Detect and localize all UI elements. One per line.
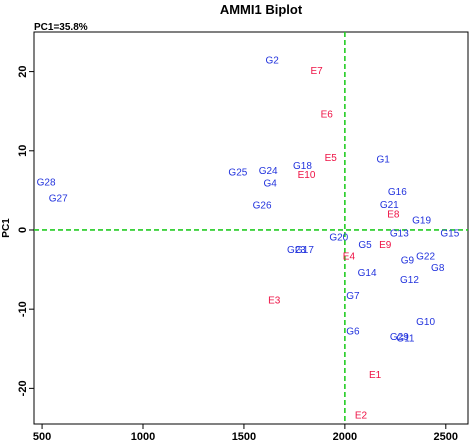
genotype-point: G20 [329, 232, 348, 243]
environment-point: E1 [369, 370, 382, 381]
x-axis: 500 1000 1500 2000 2500 [33, 424, 458, 443]
genotype-point: G27 [49, 194, 68, 205]
environment-point: E6 [321, 110, 334, 121]
genotype-point: G10 [416, 317, 435, 328]
chart-title: AMMI1 Biplot [220, 2, 303, 17]
environment-point: E3 [268, 296, 281, 307]
genotype-point: G18 [293, 161, 312, 172]
genotype-point: G15 [440, 228, 459, 239]
environment-point: E2 [355, 410, 368, 421]
genotype-point: G12 [400, 275, 419, 286]
genotype-point: G1 [377, 155, 391, 166]
environment-point: E7 [310, 66, 323, 77]
genotype-point: G4 [264, 178, 278, 189]
y-tick-label: -20 [17, 380, 29, 396]
chart-subtitle: PC1=35.8% [34, 22, 88, 33]
genotype-point: G22 [416, 251, 435, 262]
x-tick-label: 2000 [333, 431, 357, 443]
genotype-point: G7 [346, 291, 360, 302]
genotype-point: G11 [396, 334, 415, 345]
x-tick-label: 500 [33, 431, 51, 443]
environment-point: E4 [343, 251, 356, 262]
environment-point: E10 [298, 170, 316, 181]
genotype-point: G6 [346, 327, 360, 338]
plot-frame [33, 31, 469, 425]
genotype-point: G17 [295, 245, 314, 256]
genotype-point: G29 [390, 332, 409, 343]
genotype-point: G9 [401, 255, 415, 266]
x-tick-label: 1500 [232, 431, 256, 443]
y-axis: 20 10 0 -10 -20 [17, 65, 34, 396]
environment-point: E9 [379, 240, 392, 251]
genotype-point: G25 [228, 167, 247, 178]
genotype-point: G23 [287, 245, 306, 256]
genotype-point: G5 [358, 240, 372, 251]
genotype-point: G26 [253, 201, 272, 212]
environment-point: E5 [325, 153, 338, 164]
genotype-point: G28 [37, 178, 56, 189]
y-tick-label: -10 [17, 301, 29, 317]
genotype-point: G21 [380, 200, 399, 211]
y-tick-label: 10 [17, 145, 29, 157]
x-tick-label: 1000 [131, 431, 155, 443]
y-axis-label: PC1 [1, 218, 12, 238]
environment-point: E8 [387, 209, 400, 220]
genotype-point: G24 [259, 166, 278, 177]
y-tick-label: 0 [17, 227, 29, 233]
x-tick-label: 2500 [434, 431, 458, 443]
genotype-point: G19 [412, 216, 431, 227]
genotype-point: G2 [266, 56, 280, 67]
genotype-point: G13 [390, 228, 409, 239]
genotype-point: G16 [388, 187, 407, 198]
genotype-point: G8 [431, 263, 445, 274]
genotype-point: G14 [358, 268, 377, 279]
y-tick-label: 20 [17, 65, 29, 77]
reference-lines [34, 32, 468, 424]
